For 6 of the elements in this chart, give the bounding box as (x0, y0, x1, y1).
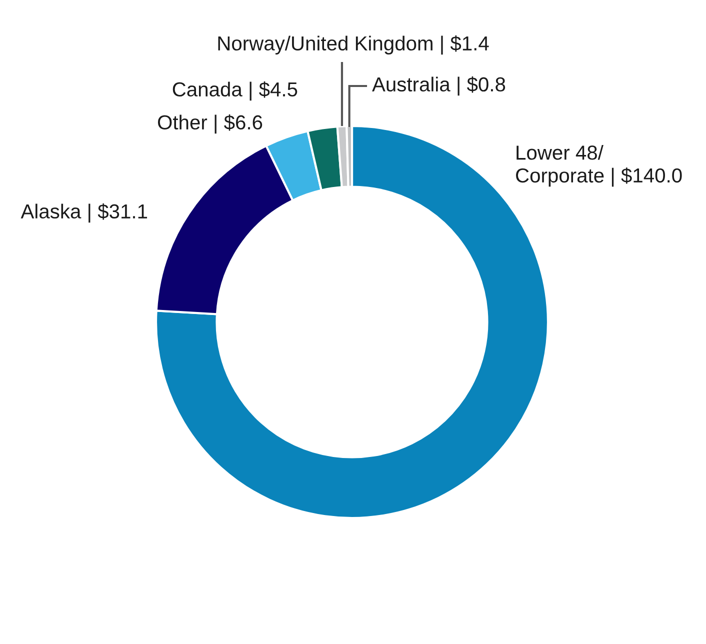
slice-label: Australia | $0.8 (372, 76, 506, 96)
slice-label: Other | $6.6 (158, 114, 262, 134)
slice-label: Alaska | $31.1 (20, 203, 148, 223)
slice-label: Canada | $4.5 (172, 81, 298, 101)
slice-label: Lower 48/ Corporate | $140.0 (516, 145, 682, 187)
slice-label: Norway/United Kingdom | $1.4 (218, 35, 489, 55)
